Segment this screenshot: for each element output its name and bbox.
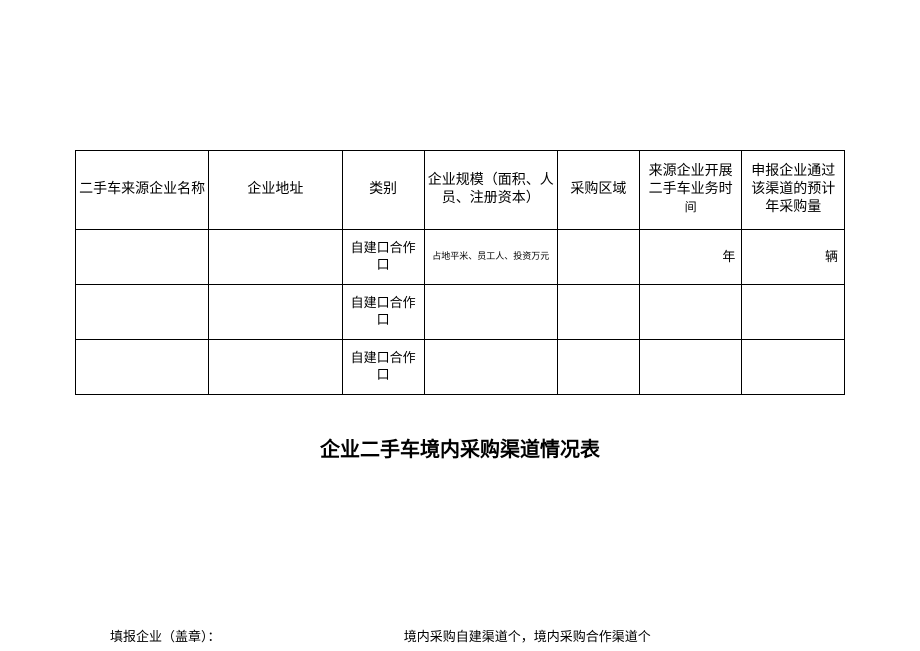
table-row: 自建口合作口 (76, 285, 845, 340)
header-region: 采购区域 (557, 151, 639, 230)
header-type: 类别 (342, 151, 424, 230)
header-time-line2: 间 (685, 200, 697, 214)
footer-right: 境内采购自建渠道个，境内采购合作渠道个 (404, 626, 651, 645)
cell-name (76, 340, 209, 395)
cell-address (209, 285, 342, 340)
table-row: 自建口合作口 占地平米、员工人、投资万元 年 辆 (76, 230, 845, 285)
cell-address (209, 230, 342, 285)
cell-region (557, 230, 639, 285)
cell-time (639, 340, 742, 395)
cell-volume (742, 340, 845, 395)
footer-left: 填报企业（盖章）： (110, 626, 221, 645)
cell-time: 年 (639, 230, 742, 285)
cell-name (76, 285, 209, 340)
cell-scale: 占地平米、员工人、投资万元 (424, 230, 557, 285)
cell-type: 自建口合作口 (342, 230, 424, 285)
procurement-table: 二手车来源企业名称 企业地址 类别 企业规模（面积、人员、注册资本） 采购区域 … (75, 150, 845, 395)
header-time-line1: 来源企业开展二手车业务时 (649, 164, 733, 197)
cell-type: 自建口合作口 (342, 340, 424, 395)
header-name: 二手车来源企业名称 (76, 151, 209, 230)
cell-scale (424, 340, 557, 395)
cell-region (557, 285, 639, 340)
cell-scale (424, 285, 557, 340)
cell-region (557, 340, 639, 395)
table-header-row: 二手车来源企业名称 企业地址 类别 企业规模（面积、人员、注册资本） 采购区域 … (76, 151, 845, 230)
cell-address (209, 340, 342, 395)
header-address: 企业地址 (209, 151, 342, 230)
table-row: 自建口合作口 (76, 340, 845, 395)
cell-volume: 辆 (742, 230, 845, 285)
cell-time (639, 285, 742, 340)
header-volume: 申报企业通过该渠道的预计年采购量 (742, 151, 845, 230)
header-scale: 企业规模（面积、人员、注册资本） (424, 151, 557, 230)
cell-name (76, 230, 209, 285)
cell-volume (742, 285, 845, 340)
page-title: 企业二手车境内采购渠道情况表 (75, 433, 845, 462)
footer: 填报企业（盖章）： 境内采购自建渠道个，境内采购合作渠道个 (110, 626, 845, 645)
cell-type: 自建口合作口 (342, 285, 424, 340)
header-time: 来源企业开展二手车业务时 间 (639, 151, 742, 230)
